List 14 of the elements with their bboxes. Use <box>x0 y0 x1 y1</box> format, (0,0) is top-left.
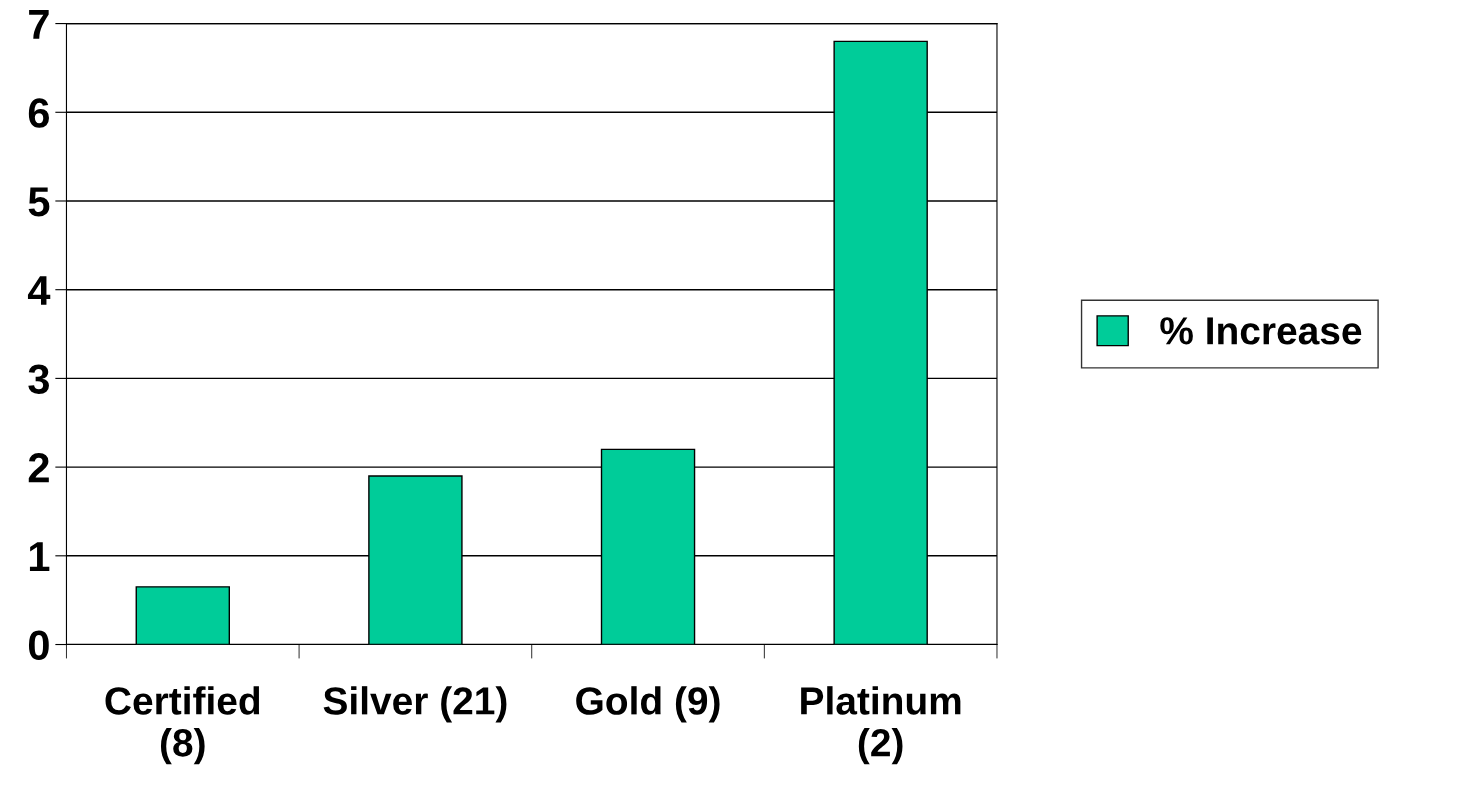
legend-label: % Increase <box>1160 317 1362 345</box>
y-tick-label: 0 <box>28 630 49 661</box>
y-tick-label: 2 <box>28 453 49 483</box>
y-tick-label: 7 <box>29 10 49 39</box>
y-tick-label: 6 <box>28 98 49 128</box>
x-tick-label: Silver (21) <box>323 686 507 723</box>
y-tick-label: 4 <box>27 276 51 305</box>
bar <box>135 586 230 645</box>
y-tick-label: 3 <box>28 364 49 394</box>
y-tick-label: 1 <box>29 542 50 571</box>
y-tick-label: 5 <box>28 187 50 217</box>
x-tick-label: Gold (9) <box>576 686 720 723</box>
x-tick-label: Platinum (2) <box>801 686 961 765</box>
x-tick-label: Certified (8) <box>105 686 260 765</box>
